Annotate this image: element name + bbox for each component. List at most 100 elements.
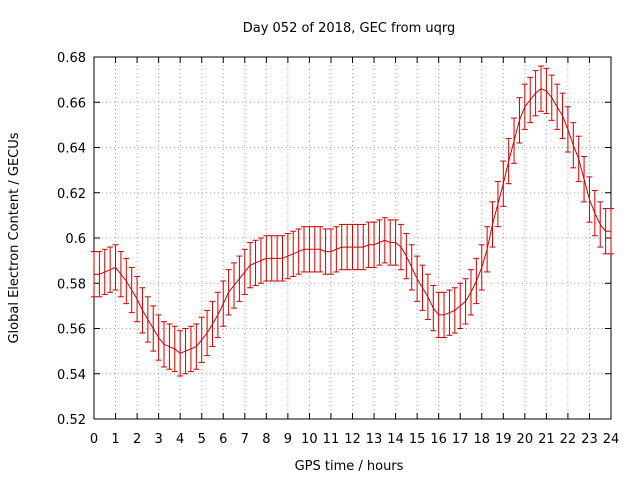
data-point xyxy=(117,251,124,298)
data-point xyxy=(581,156,588,203)
data-point xyxy=(128,266,135,314)
data-point xyxy=(209,300,216,348)
y-tick-label: 0.62 xyxy=(57,187,86,202)
data-point xyxy=(349,223,356,271)
data-point xyxy=(166,323,173,370)
data-point xyxy=(602,208,609,255)
data-point xyxy=(408,244,415,291)
data-point xyxy=(371,221,378,268)
data-point xyxy=(548,74,555,121)
data-point xyxy=(527,76,534,124)
data-point xyxy=(327,228,334,275)
x-tick-label: 13 xyxy=(366,432,383,447)
x-tick-label: 16 xyxy=(430,432,447,447)
data-point xyxy=(554,83,561,130)
y-tick-label: 0.6 xyxy=(65,232,86,247)
data-point xyxy=(403,232,410,280)
data-point xyxy=(263,235,270,282)
data-point xyxy=(279,235,286,282)
x-tick-label: 18 xyxy=(473,432,490,447)
data-point xyxy=(301,226,308,273)
data-point xyxy=(397,223,404,271)
data-point xyxy=(430,285,437,332)
x-tick-label: 8 xyxy=(262,432,270,447)
data-point xyxy=(419,264,426,311)
data-point xyxy=(187,325,194,372)
x-tick-label: 14 xyxy=(387,432,404,447)
data-point xyxy=(543,67,550,115)
data-point xyxy=(505,137,512,185)
x-tick-label: 20 xyxy=(517,432,534,447)
data-point xyxy=(290,230,297,277)
data-point xyxy=(424,273,431,320)
data-point xyxy=(112,244,119,291)
data-point xyxy=(597,201,604,248)
y-tick-label: 0.68 xyxy=(57,51,86,66)
data-point xyxy=(478,244,485,291)
x-tick-label: 10 xyxy=(301,432,318,447)
data-point xyxy=(268,235,275,282)
x-tick-label: 7 xyxy=(241,432,249,447)
data-point xyxy=(123,257,130,305)
data-point xyxy=(500,160,507,207)
data-point xyxy=(182,328,189,375)
data-point xyxy=(344,223,351,271)
chart-title: Day 052 of 2018, GEC from uqrg xyxy=(243,21,456,36)
data-point xyxy=(150,305,157,352)
data-point xyxy=(564,106,571,153)
data-point xyxy=(311,226,318,273)
x-tick-label: 1 xyxy=(111,432,119,447)
data-point xyxy=(521,83,528,130)
data-point xyxy=(204,309,211,357)
x-tick-label: 3 xyxy=(154,432,162,447)
x-tick-label: 9 xyxy=(284,432,292,447)
data-point xyxy=(107,246,114,293)
data-point xyxy=(306,226,313,273)
data-point xyxy=(198,316,205,363)
data-point xyxy=(236,255,243,302)
data-point xyxy=(354,223,361,271)
data-point xyxy=(591,189,598,237)
data-point xyxy=(360,223,367,271)
data-point xyxy=(570,122,577,169)
data-point xyxy=(144,296,151,343)
data-point xyxy=(457,282,464,329)
data-point xyxy=(295,228,302,275)
data-point xyxy=(338,223,345,271)
data-point xyxy=(91,251,97,298)
data-point xyxy=(489,201,496,248)
data-point xyxy=(446,289,453,336)
data-point xyxy=(462,278,469,325)
data-point xyxy=(247,242,254,289)
data-point xyxy=(101,248,108,296)
data-point xyxy=(225,269,232,316)
x-tick-label: 22 xyxy=(560,432,577,447)
data-point xyxy=(511,117,518,164)
data-point xyxy=(532,70,539,117)
data-point xyxy=(322,228,329,275)
data-point xyxy=(473,257,480,305)
x-tick-label: 4 xyxy=(176,432,184,447)
x-axis-label: GPS time / hours xyxy=(295,459,404,474)
data-point xyxy=(257,237,264,284)
data-point xyxy=(376,219,383,266)
data-point xyxy=(231,262,238,309)
data-point xyxy=(441,291,448,339)
data-point xyxy=(451,287,458,334)
axis-ticks: 0 1 2 3 4 5 6 7 8 9 10 11 12 13 14 15 16 17 18 19 20 21 22 23 24… xyxy=(57,51,619,447)
x-tick-label: 21 xyxy=(538,432,555,447)
data-point xyxy=(586,176,593,223)
data-point xyxy=(365,221,372,268)
y-tick-label: 0.54 xyxy=(57,368,86,383)
data-point xyxy=(241,248,248,296)
y-tick-label: 0.66 xyxy=(57,96,86,111)
data-point xyxy=(193,323,200,370)
data-point xyxy=(220,280,227,327)
data-point xyxy=(155,314,162,361)
data-point xyxy=(171,325,178,372)
data-point xyxy=(494,180,501,228)
x-tick-label: 5 xyxy=(198,432,206,447)
data-point xyxy=(381,217,388,264)
data-point xyxy=(214,291,221,339)
